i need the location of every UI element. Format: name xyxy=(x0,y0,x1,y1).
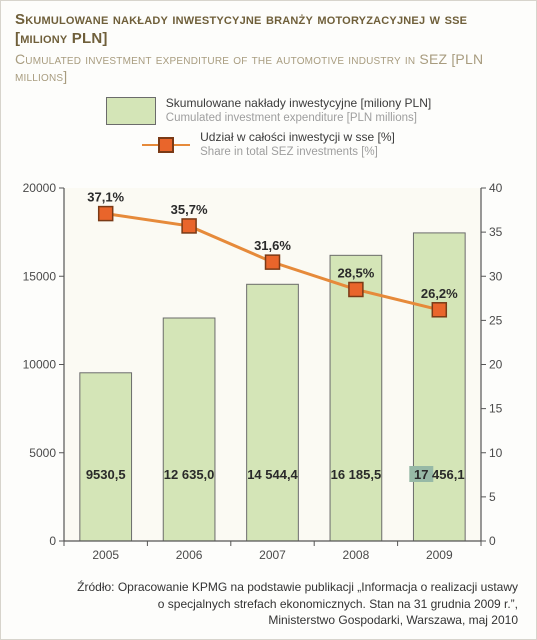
svg-text:14 544,4: 14 544,4 xyxy=(247,467,298,482)
legend-bar-pl: Skumulowane nakłady inwestycyjne [milion… xyxy=(166,96,431,110)
legend-row-bar: Skumulowane nakłady inwestycyjne [milion… xyxy=(15,96,522,126)
svg-text:20000: 20000 xyxy=(23,181,57,195)
legend-bar-en: Cumulated investment expenditure [PLN mi… xyxy=(166,112,417,124)
legend-bar-swatch xyxy=(106,97,156,125)
title-pl: Skumulowane nakłady inwestycyjne branży … xyxy=(15,11,522,49)
svg-text:2008: 2008 xyxy=(343,548,370,562)
svg-text:5: 5 xyxy=(489,490,496,504)
svg-text:20: 20 xyxy=(489,357,503,371)
source-line3: Ministerstwo Gospodarki, Warszawa, maj 2… xyxy=(268,613,518,627)
svg-text:10: 10 xyxy=(489,446,503,460)
svg-text:25: 25 xyxy=(489,313,503,327)
svg-text:2009: 2009 xyxy=(426,548,453,562)
chart: 0 5000 10000 15000 20000 0 5 10 15 20 25 30 35 40 2005… xyxy=(16,166,521,571)
svg-text:16 185,5: 16 185,5 xyxy=(331,467,382,482)
svg-text:2006: 2006 xyxy=(176,548,203,562)
svg-text:26,2%: 26,2% xyxy=(421,286,458,301)
legend-line-pl: Udział w całości inwestycji w sse [%] xyxy=(200,130,395,144)
legend-line-text: Udział w całości inwestycji w sse [%] Sh… xyxy=(200,130,395,160)
svg-text:0: 0 xyxy=(489,534,496,548)
legend-bar-text: Skumulowane nakłady inwestycyjne [milion… xyxy=(166,96,431,126)
svg-text:2007: 2007 xyxy=(259,548,286,562)
svg-text:15: 15 xyxy=(489,402,503,416)
svg-text:5000: 5000 xyxy=(29,446,56,460)
chart-svg: 0 5000 10000 15000 20000 0 5 10 15 20 25 30 35 40 2005… xyxy=(16,166,521,571)
svg-text:31,6%: 31,6% xyxy=(254,238,291,253)
svg-text:12 635,0: 12 635,0 xyxy=(164,467,215,482)
svg-text:40: 40 xyxy=(489,181,503,195)
svg-text:28,5%: 28,5% xyxy=(337,265,374,280)
svg-text:10000: 10000 xyxy=(23,357,57,371)
legend: Skumulowane nakłady inwestycyjne [milion… xyxy=(15,96,522,160)
svg-text:37,1%: 37,1% xyxy=(87,189,124,204)
svg-text:9530,5: 9530,5 xyxy=(86,467,126,482)
svg-text:17 456,1: 17 456,1 xyxy=(414,467,465,482)
title-en: Cumulated investment expenditure of the … xyxy=(15,51,522,86)
svg-text:0: 0 xyxy=(49,534,56,548)
legend-row-line: Udział w całości inwestycji w sse [%] Sh… xyxy=(15,130,522,160)
svg-text:35,7%: 35,7% xyxy=(171,202,208,217)
svg-text:30: 30 xyxy=(489,269,503,283)
source-line2: o specjalnych strefach ekonomicznych. St… xyxy=(158,597,518,611)
source-text: Źródło: Opracowanie KPMG na podstawie pu… xyxy=(15,579,522,629)
svg-text:15000: 15000 xyxy=(23,269,57,283)
legend-line-en: Share in total SEZ investments [%] xyxy=(200,146,378,158)
chart-panel: Skumulowane nakłady inwestycyjne branży … xyxy=(0,0,537,640)
svg-text:2005: 2005 xyxy=(92,548,119,562)
source-line1: Źródło: Opracowanie KPMG na podstawie pu… xyxy=(77,580,518,594)
legend-line-swatch xyxy=(142,132,190,158)
svg-text:35: 35 xyxy=(489,225,503,239)
